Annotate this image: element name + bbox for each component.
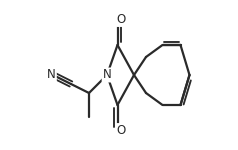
Text: O: O [117,13,126,26]
Text: N: N [103,69,111,81]
Text: N: N [47,69,56,81]
Text: O: O [117,124,126,137]
